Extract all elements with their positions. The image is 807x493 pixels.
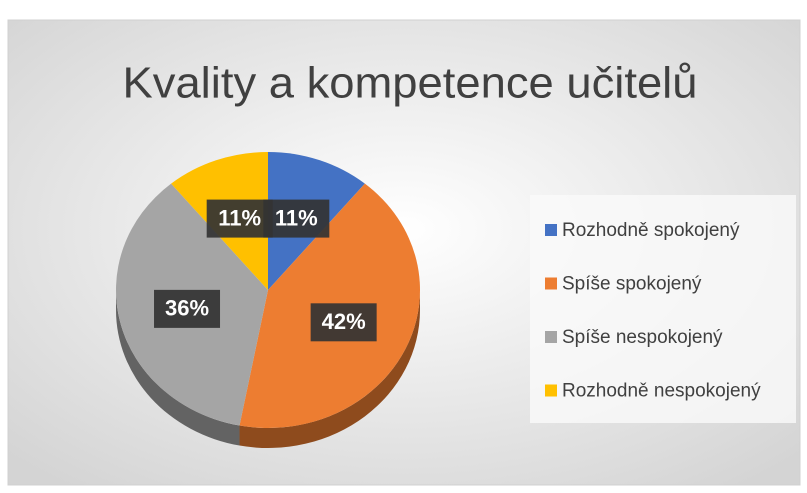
legend-label: Rozhodně nespokojený [562,381,761,402]
legend-swatch [545,384,557,397]
data-label-box [310,303,377,342]
slice-side [239,290,420,448]
legend-swatch [545,277,557,290]
legend-swatch [545,224,557,236]
legend-label: Rozhodně spokojený [562,220,740,241]
data-label: 11% [275,205,318,230]
data-label: 42% [322,309,366,334]
slice-side [115,290,240,446]
legend-label: Spíše spokojený [562,274,702,295]
data-label: 11% [218,205,261,230]
data-label-box [263,199,330,238]
legend-box [530,195,796,423]
data-label: 36% [165,296,209,321]
legend-label: Spíše nespokojený [562,327,723,348]
chart-title: Kvality a kompetence učitelů [123,59,698,108]
legend-swatch [545,331,557,343]
data-label-box [206,199,273,238]
data-label-box [154,289,221,328]
